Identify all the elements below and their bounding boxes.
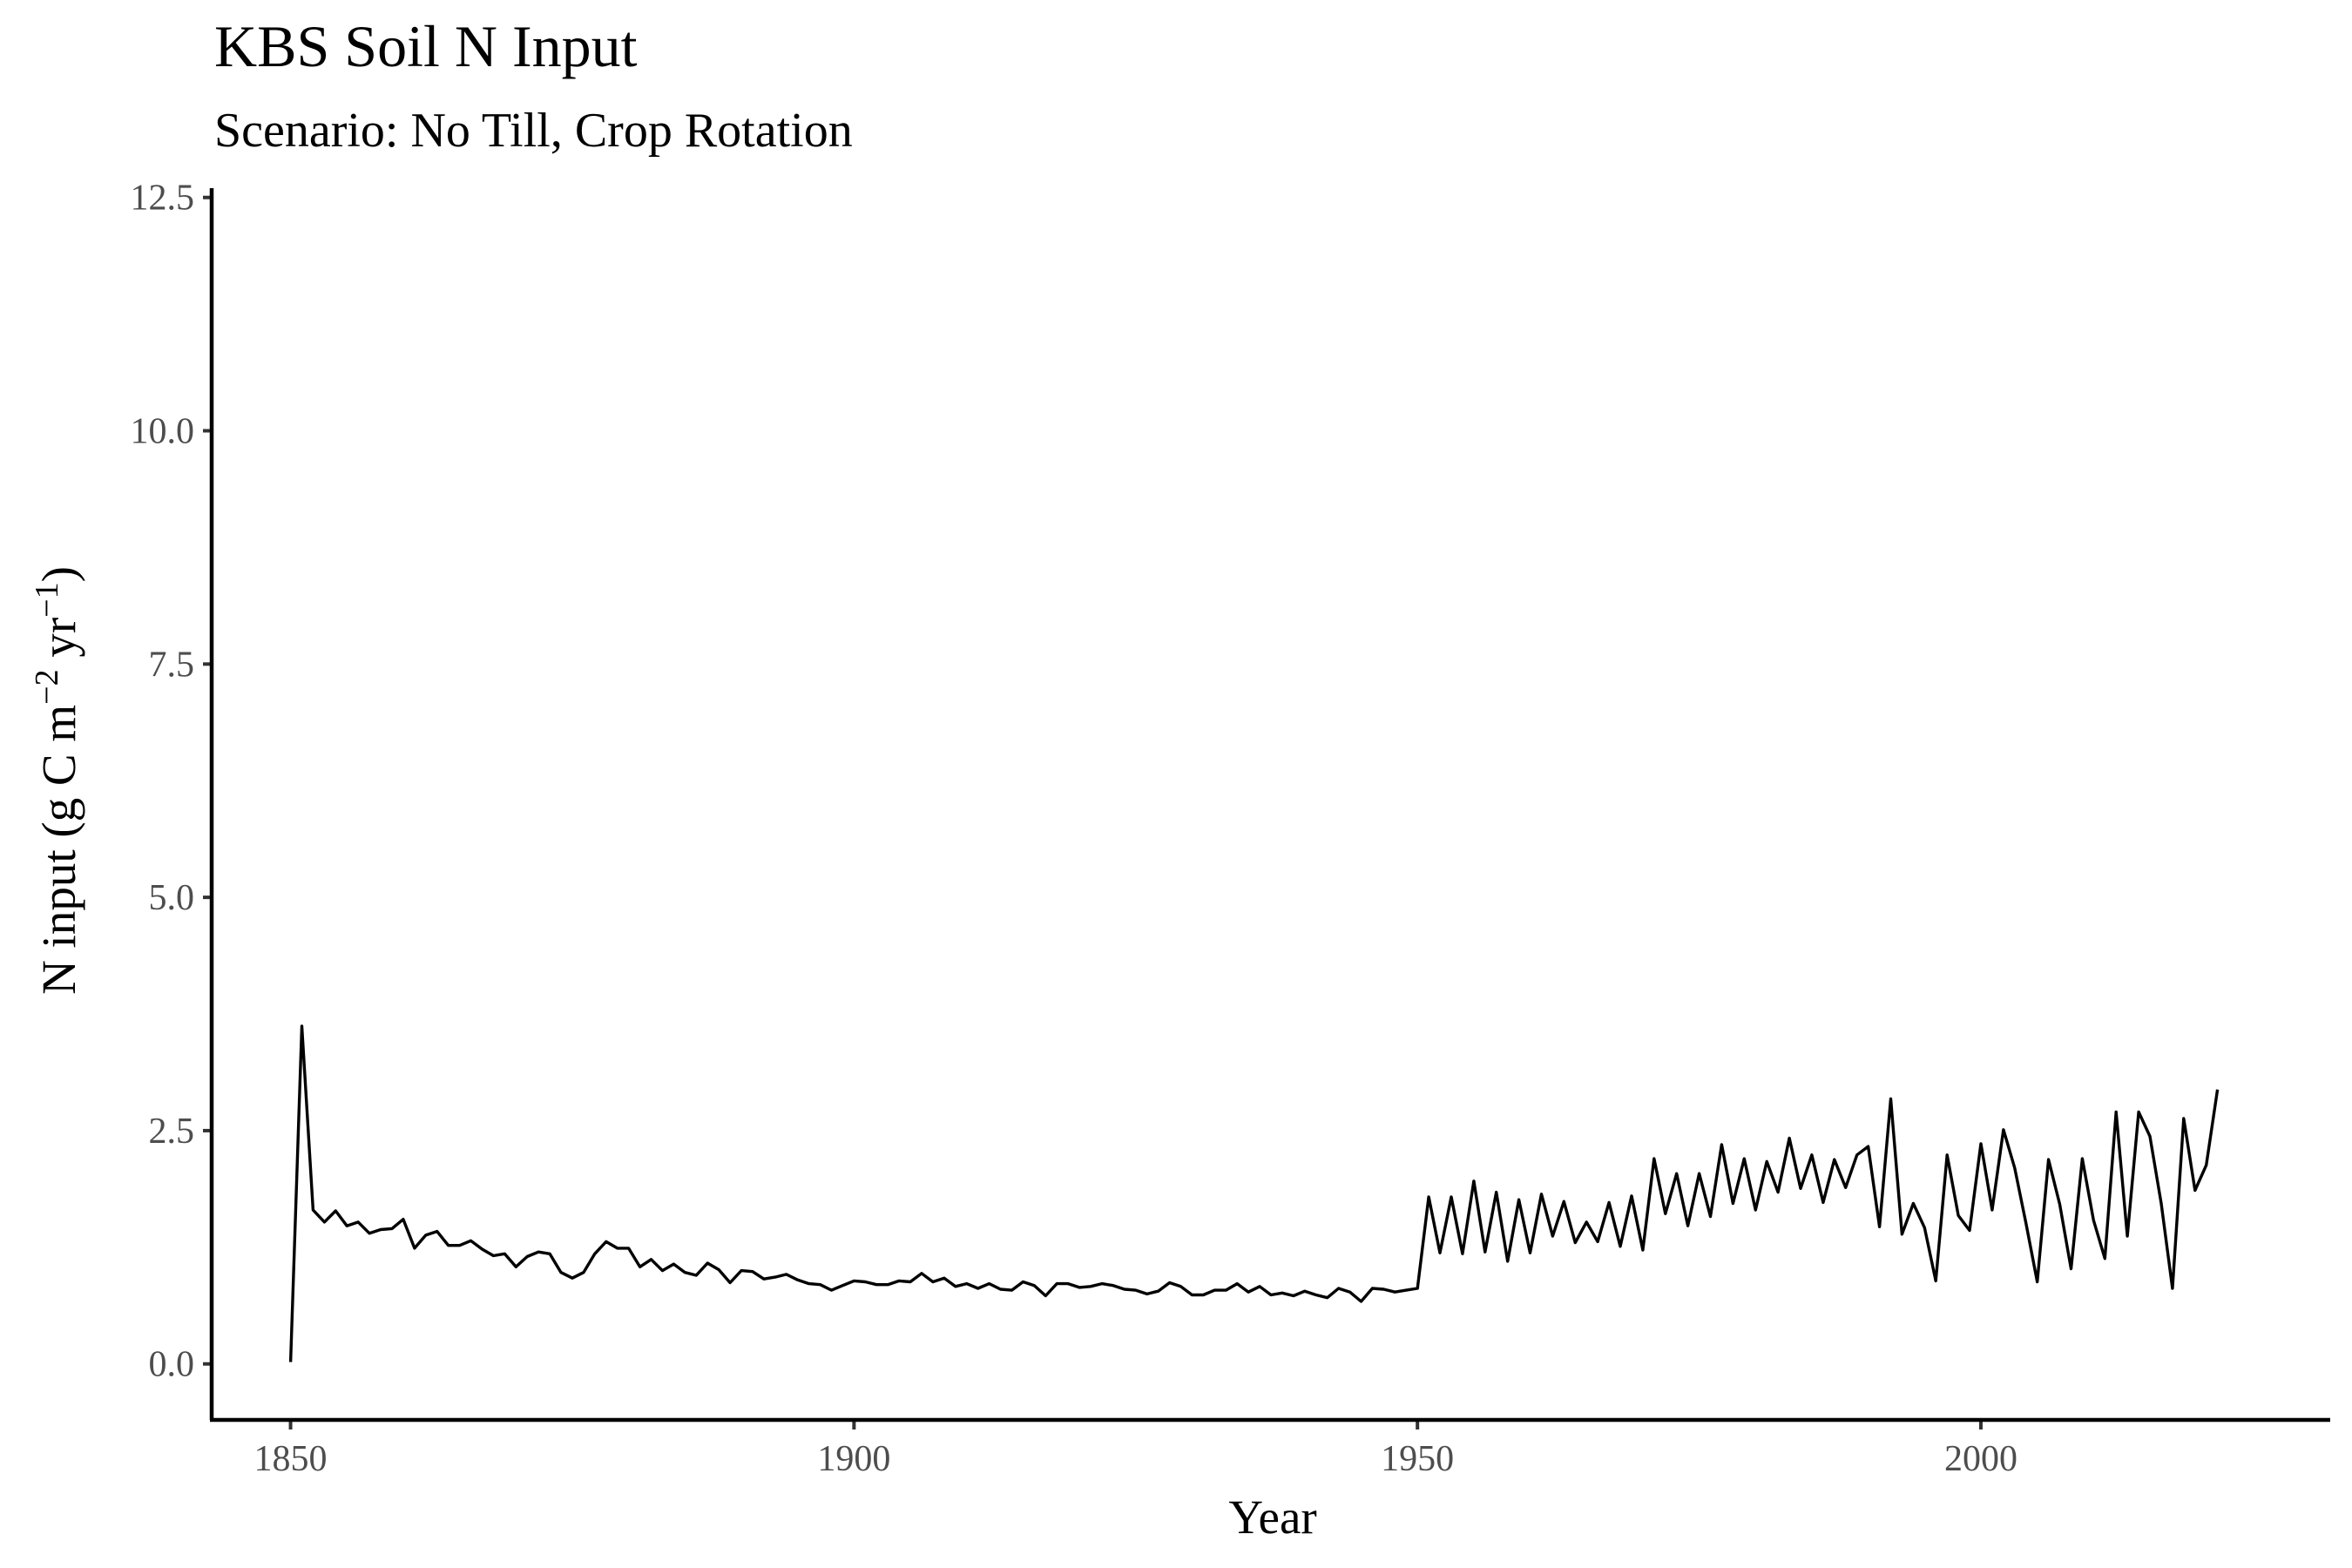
y-axis-title-main: N input (g C m [32, 705, 85, 995]
y-axis-title-mid: yr [32, 618, 85, 670]
y-axis-title-sup1: −2 [29, 669, 65, 704]
y-axis-ticks: 0.0 2.5 5.0 7.5 10.0 12.5 [131, 179, 212, 1385]
series-line-n-input [288, 1024, 2220, 1362]
x-tick-label: 1850 [254, 1439, 328, 1479]
y-tick-label: 10.0 [131, 412, 195, 452]
y-tick-label: 2.5 [149, 1112, 195, 1152]
y-axis-title-sup2: −1 [29, 582, 65, 617]
chart-subtitle: Scenario: No Till, Crop Rotation [214, 104, 853, 158]
x-axis-title: Year [1228, 1490, 1316, 1544]
y-axis-title-end: ) [32, 566, 85, 582]
y-axis-title: N input (g C m−2 yr−1) [29, 566, 85, 995]
chart-title: KBS Soil N Input [214, 13, 638, 79]
y-tick-label: 0.0 [149, 1345, 195, 1385]
x-axis-ticks: 1850 1900 1950 2000 [254, 1420, 2017, 1479]
x-tick-label: 1900 [817, 1439, 890, 1479]
y-tick-label: 7.5 [149, 645, 195, 685]
x-tick-label: 1950 [1381, 1439, 1454, 1479]
x-tick-label: 2000 [1944, 1439, 2017, 1479]
y-tick-label: 5.0 [149, 878, 195, 918]
y-tick-label: 12.5 [131, 179, 195, 219]
